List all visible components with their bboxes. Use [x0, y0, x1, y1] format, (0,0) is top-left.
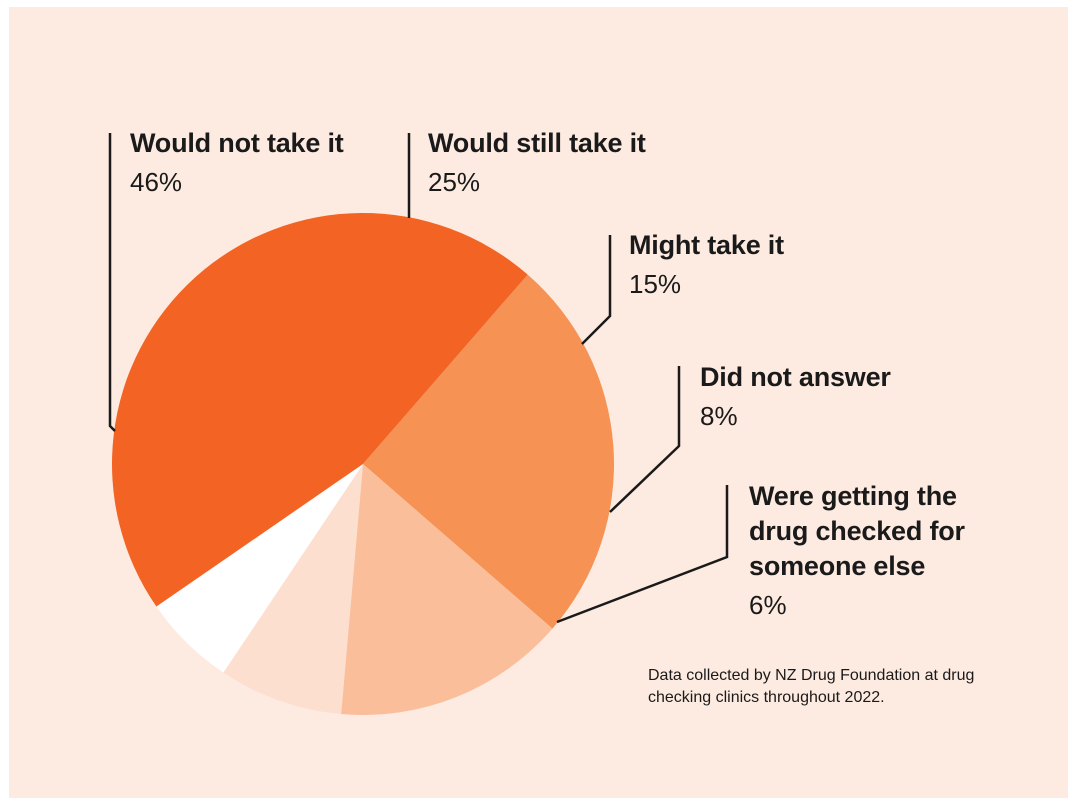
slice-label-did-not-answer: Did not answer 8%: [700, 360, 891, 433]
leader-line-someone-else: [556, 485, 729, 624]
slice-label-value: 6%: [749, 590, 787, 620]
slice-label-name: Were getting the drug checked for someon…: [749, 481, 965, 581]
slice-label-name: Would not take it: [130, 128, 344, 158]
slice-label-name: Did not answer: [700, 362, 891, 392]
leader-line-did-not-answer: [609, 366, 681, 513]
pie-slice-3: [223, 464, 363, 715]
pie-slice-0: [111, 212, 528, 607]
slice-label-value: 25%: [428, 167, 481, 197]
leader-line-would-not-take-it: [108, 133, 116, 432]
slice-label-value: 46%: [130, 167, 183, 197]
pie-slice-2: [341, 464, 553, 715]
footnote: Data collected by NZ Drug Foundation at …: [648, 667, 975, 706]
slice-label-value: 8%: [700, 401, 738, 431]
leader-line-might-take-it: [581, 235, 612, 345]
pie-slice-4: [156, 464, 363, 673]
leader-lines: [108, 133, 729, 624]
slice-label-might-take-it: Might take it 15%: [629, 228, 784, 301]
pie-slices: [111, 212, 614, 715]
slice-label-name: Might take it: [629, 230, 784, 260]
slice-label-value: 15%: [629, 269, 682, 299]
slice-label-name: Would still take it: [428, 128, 646, 158]
pie-slice-1: [363, 274, 614, 629]
slice-label-would-still-take-it: Would still take it 25%: [428, 126, 646, 199]
slice-label-someone-else: Were getting the drug checked for someon…: [749, 479, 999, 622]
slice-label-would-not-take-it: Would not take it 46%: [130, 126, 344, 199]
